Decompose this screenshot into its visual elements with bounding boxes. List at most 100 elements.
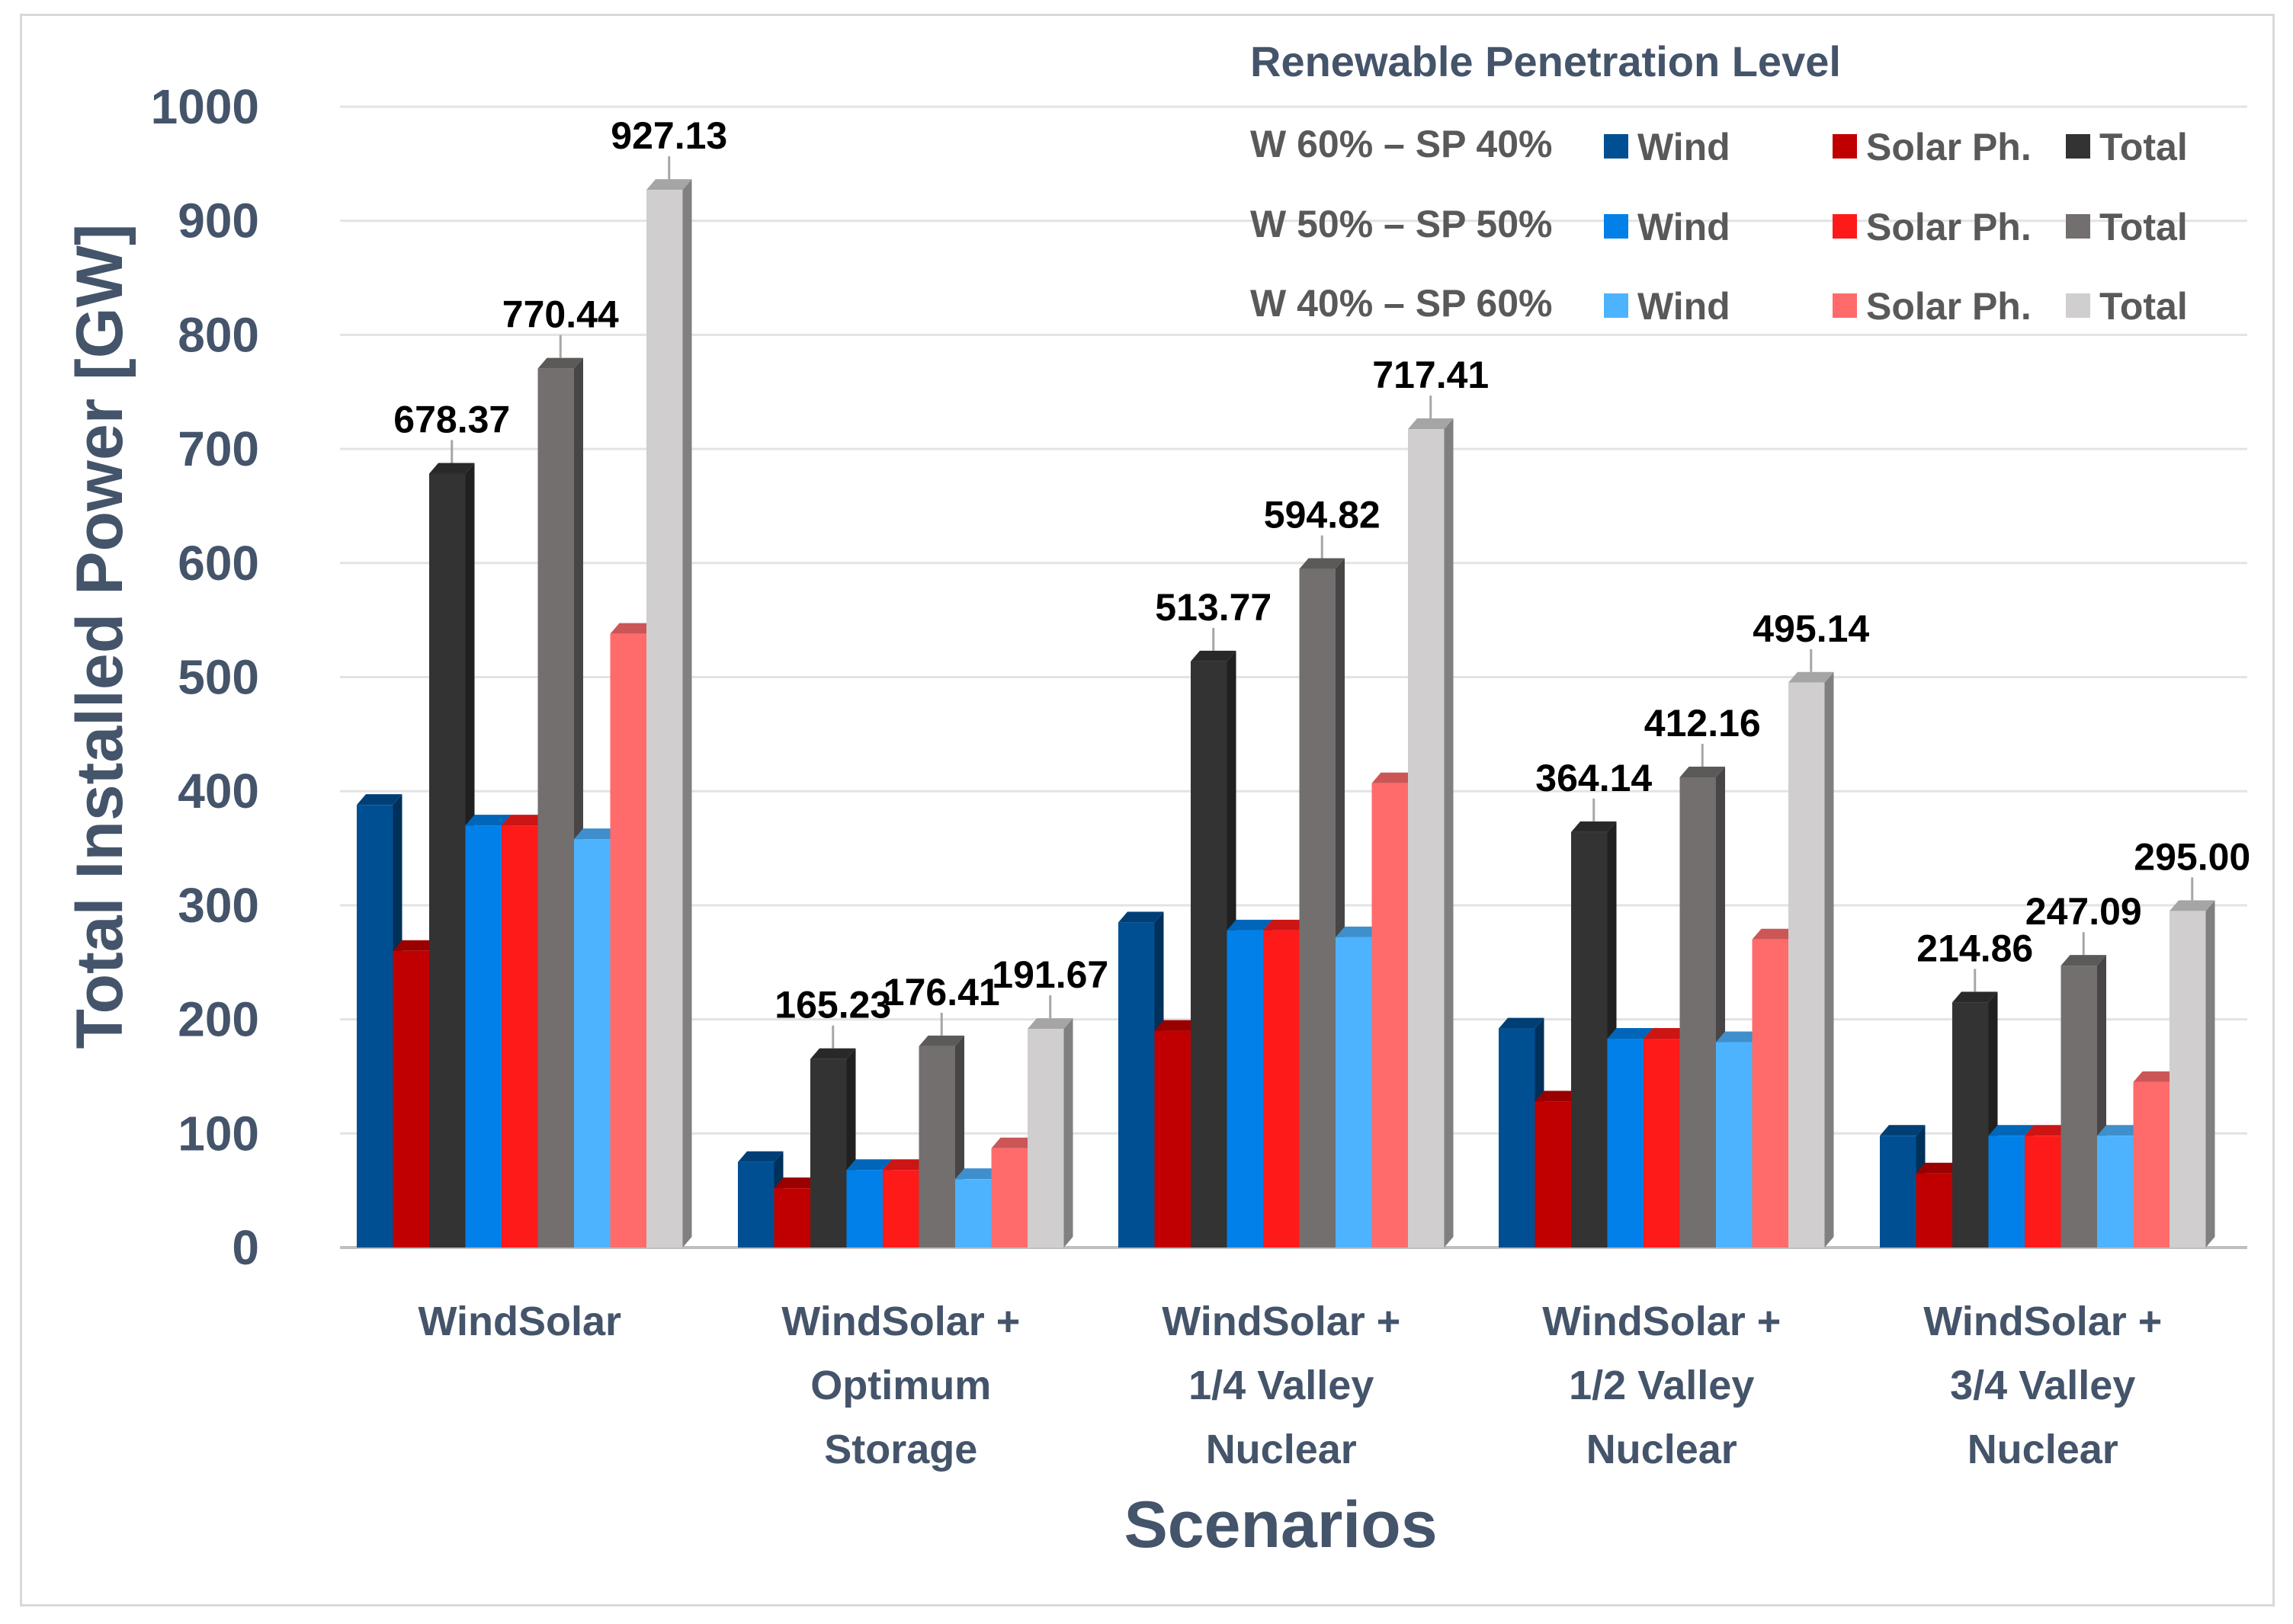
bar-front — [1916, 1173, 1952, 1248]
data-label: 927.13 — [611, 114, 727, 157]
bar-front — [883, 1170, 919, 1248]
bar-top — [1227, 919, 1272, 931]
y-tick-label: 300 — [178, 878, 259, 933]
bar-front — [502, 825, 538, 1248]
data-label: 191.67 — [992, 953, 1108, 996]
bar-front — [846, 1170, 883, 1248]
bar-front — [1299, 569, 1336, 1248]
bar — [1788, 671, 1834, 1248]
y-tick-label: 800 — [178, 307, 259, 362]
bar-top — [810, 1048, 856, 1059]
data-label: 495.14 — [1753, 607, 1869, 650]
legend-swatch — [1833, 214, 1857, 239]
bar-top — [1299, 558, 1345, 569]
bar-front — [1607, 1039, 1644, 1248]
legend-entry: Total — [2099, 206, 2188, 248]
legend-entry: Wind — [1637, 206, 1730, 248]
bar-front — [2060, 966, 2097, 1248]
bar-front — [429, 473, 466, 1248]
bar-front — [1336, 937, 1372, 1248]
bar — [1499, 1017, 1544, 1248]
bar-front — [610, 633, 646, 1248]
bar-top — [1535, 1091, 1580, 1102]
bar-top — [1752, 928, 1798, 940]
y-tick-label: 400 — [178, 764, 259, 818]
bar-front — [2025, 1136, 2061, 1248]
y-tick-label: 900 — [178, 194, 259, 248]
y-tick-label: 1000 — [151, 79, 259, 134]
data-label: 717.41 — [1372, 354, 1489, 396]
bar-front — [2097, 1136, 2134, 1248]
bar-top — [1263, 919, 1309, 931]
bar-top — [465, 815, 511, 826]
bar-top — [1607, 1028, 1653, 1039]
bar-top — [1880, 1125, 1926, 1136]
y-tick-label: 500 — [178, 650, 259, 705]
y-tick-label: 600 — [178, 536, 259, 591]
bar-top — [1408, 418, 1454, 430]
bar-side — [1824, 671, 1834, 1248]
bar-front — [1191, 661, 1227, 1248]
y-tick-label: 0 — [232, 1220, 259, 1275]
bar-front — [1644, 1039, 1680, 1248]
category-label: 3/4 Valley — [1950, 1363, 2135, 1408]
bar-top — [1988, 1125, 2034, 1136]
bar — [1028, 1018, 1073, 1248]
bar-front — [2170, 911, 2206, 1248]
bar-top — [774, 1177, 819, 1189]
bar-top — [1154, 1020, 1200, 1031]
bar-front — [738, 1161, 774, 1248]
bar-top — [610, 623, 656, 634]
bar-front — [1499, 1028, 1535, 1248]
category-label: 1/4 Valley — [1188, 1363, 1374, 1408]
data-label: 594.82 — [1264, 494, 1381, 537]
legend-group-label: W 60% – SP 40% — [1250, 123, 1553, 165]
bar-front — [393, 950, 429, 1248]
bar-top — [1788, 671, 1834, 683]
bar-front — [810, 1059, 847, 1248]
bar-top — [2170, 900, 2215, 911]
bar-front — [774, 1188, 810, 1248]
bar-top — [1336, 926, 1381, 937]
legend-group-label: W 40% – SP 60% — [1250, 282, 1553, 325]
bar-front — [646, 190, 683, 1248]
category-label: WindSolar + — [1542, 1299, 1781, 1344]
bar — [646, 179, 692, 1248]
bar-top — [1571, 821, 1617, 832]
legend-swatch — [1604, 134, 1628, 159]
category-label: Nuclear — [1967, 1427, 2118, 1472]
y-tick-label: 100 — [178, 1106, 259, 1161]
bar-top — [883, 1159, 928, 1171]
bar-top — [574, 828, 620, 840]
legend-group-label: W 50% – SP 50% — [1250, 203, 1553, 245]
legend-title: Renewable Penetration Level — [1250, 37, 1841, 85]
bar-front — [1118, 922, 1155, 1248]
legend-entry: Total — [2099, 285, 2188, 328]
bar — [429, 463, 475, 1248]
bar-front — [955, 1179, 992, 1248]
data-label: 214.86 — [1916, 927, 2033, 969]
legend-swatch — [1604, 293, 1628, 318]
bar — [1299, 558, 1345, 1248]
bar-top — [2097, 1125, 2143, 1136]
bar — [1408, 418, 1454, 1248]
y-tick-label: 700 — [178, 421, 259, 476]
bar-top — [1371, 772, 1417, 783]
bar-front — [1227, 930, 1263, 1248]
bar — [1679, 766, 1725, 1248]
category-label: WindSolar — [418, 1299, 621, 1344]
bar-top — [646, 179, 692, 191]
data-label: 364.14 — [1535, 757, 1652, 799]
category-label: WindSolar + — [781, 1299, 1020, 1344]
category-label: Nuclear — [1206, 1427, 1357, 1472]
bar-top — [1499, 1017, 1544, 1029]
data-label: 176.41 — [884, 971, 1000, 1014]
category-label: Storage — [824, 1427, 977, 1472]
category-label: Nuclear — [1586, 1427, 1737, 1472]
bar-top — [393, 940, 438, 951]
bar-top — [991, 1137, 1037, 1148]
legend-entry: Solar Ph. — [1866, 285, 2032, 328]
data-label: 295.00 — [2134, 835, 2250, 878]
legend-entry: Solar Ph. — [1866, 126, 2032, 168]
